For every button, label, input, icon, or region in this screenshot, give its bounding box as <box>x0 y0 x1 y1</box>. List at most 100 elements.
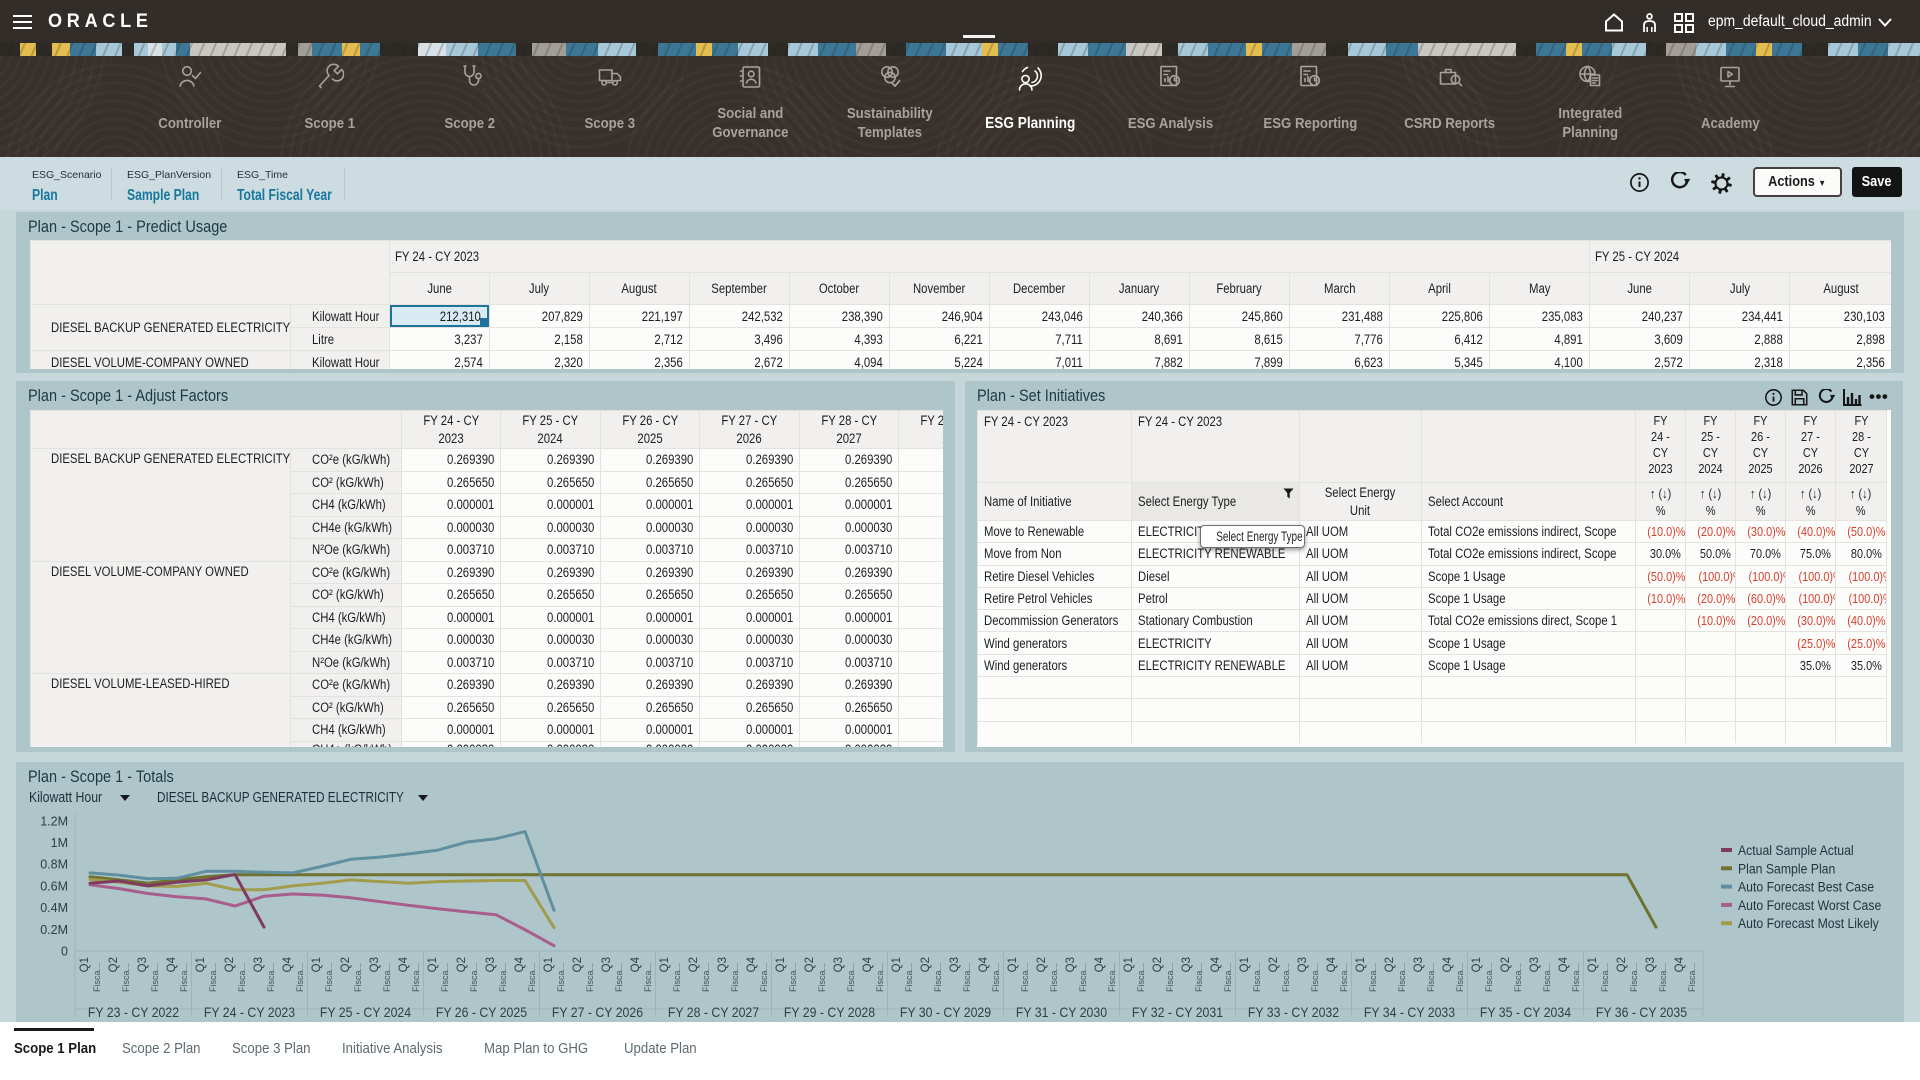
svg-text:0.6M: 0.6M <box>40 879 68 893</box>
svg-text:Fisca...: Fisca... <box>1571 963 1581 992</box>
svg-text:Fisca...: Fisca... <box>353 963 363 992</box>
svg-text:FY 29 - CY 2028: FY 29 - CY 2028 <box>784 1004 875 1020</box>
svg-text:Q4: Q4 <box>1210 956 1222 972</box>
svg-text:Auto Forecast Best Case: Auto Forecast Best Case <box>1738 879 1874 895</box>
svg-text:Fisca...: Fisca... <box>614 963 624 992</box>
svg-text:Fisca...: Fisca... <box>1629 963 1639 992</box>
svg-text:Fisca...: Fisca... <box>759 963 769 992</box>
svg-text:Q2: Q2 <box>108 957 120 972</box>
svg-text:Q4: Q4 <box>1558 956 1570 972</box>
svg-text:Q1: Q1 <box>1123 957 1135 972</box>
svg-text:FY 35 - CY 2034: FY 35 - CY 2034 <box>1480 1004 1571 1020</box>
svg-text:Q3: Q3 <box>1297 957 1309 972</box>
svg-text:Q4: Q4 <box>1674 956 1686 972</box>
svg-text:Q4: Q4 <box>1442 956 1454 972</box>
svg-text:FY 23 - CY 2022: FY 23 - CY 2022 <box>88 1004 179 1020</box>
svg-text:Fisca...: Fisca... <box>1484 963 1494 992</box>
svg-text:Q3: Q3 <box>717 957 729 972</box>
svg-text:Fisca...: Fisca... <box>730 963 740 992</box>
svg-text:FY 36 - CY 2035: FY 36 - CY 2035 <box>1596 1004 1687 1020</box>
svg-text:Fisca...: Fisca... <box>933 963 943 992</box>
svg-text:Fisca...: Fisca... <box>1107 963 1117 992</box>
svg-text:Q3: Q3 <box>1413 957 1425 972</box>
svg-text:Q1: Q1 <box>79 957 91 972</box>
svg-text:FY 25 - CY 2024: FY 25 - CY 2024 <box>320 1004 411 1020</box>
svg-text:Q4: Q4 <box>1094 956 1106 972</box>
svg-text:Fisca...: Fisca... <box>1542 963 1552 992</box>
svg-text:Fisca...: Fisca... <box>1136 963 1146 992</box>
svg-text:FY 30 - CY 2029: FY 30 - CY 2029 <box>900 1004 991 1020</box>
svg-text:Q3: Q3 <box>1645 957 1657 972</box>
svg-text:Q3: Q3 <box>1181 957 1193 972</box>
svg-text:Fisca...: Fisca... <box>1658 963 1668 992</box>
svg-text:Fisca...: Fisca... <box>904 963 914 992</box>
svg-text:Fisca...: Fisca... <box>1020 963 1030 992</box>
svg-text:Fisca...: Fisca... <box>324 963 334 992</box>
svg-text:Fisca...: Fisca... <box>1165 963 1175 992</box>
svg-text:Q3: Q3 <box>1529 957 1541 972</box>
svg-text:0: 0 <box>61 945 68 959</box>
svg-text:Fisca...: Fisca... <box>150 963 160 992</box>
svg-text:Q4: Q4 <box>282 956 294 972</box>
svg-text:FY 27 - CY 2026: FY 27 - CY 2026 <box>552 1004 643 1020</box>
svg-text:Fisca...: Fisca... <box>295 963 305 992</box>
svg-text:0.2M: 0.2M <box>40 923 68 937</box>
svg-text:Fisca...: Fisca... <box>237 963 247 992</box>
svg-text:Fisca...: Fisca... <box>701 963 711 992</box>
svg-text:Q2: Q2 <box>1268 957 1280 972</box>
svg-text:FY 26 - CY 2025: FY 26 - CY 2025 <box>436 1004 527 1020</box>
svg-text:Q4: Q4 <box>514 956 526 972</box>
svg-text:0.8M: 0.8M <box>40 858 68 872</box>
svg-text:Q3: Q3 <box>833 957 845 972</box>
svg-text:Fisca...: Fisca... <box>672 963 682 992</box>
svg-text:Fisca...: Fisca... <box>1223 963 1233 992</box>
svg-text:Q3: Q3 <box>369 957 381 972</box>
svg-text:FY 28 - CY 2027: FY 28 - CY 2027 <box>668 1004 759 1020</box>
svg-text:Fisca...: Fisca... <box>817 963 827 992</box>
svg-text:Fisca...: Fisca... <box>1252 963 1262 992</box>
svg-text:Q2: Q2 <box>920 957 932 972</box>
svg-text:Q2: Q2 <box>340 957 352 972</box>
svg-text:Fisca...: Fisca... <box>643 963 653 992</box>
svg-text:FY 24 - CY 2023: FY 24 - CY 2023 <box>204 1004 295 1020</box>
svg-text:Q2: Q2 <box>1384 957 1396 972</box>
svg-text:Q3: Q3 <box>253 957 265 972</box>
svg-text:1.2M: 1.2M <box>40 814 68 828</box>
svg-text:Q1: Q1 <box>891 957 903 972</box>
svg-text:FY 32 - CY 2031: FY 32 - CY 2031 <box>1132 1004 1223 1020</box>
svg-text:Fisca...: Fisca... <box>440 963 450 992</box>
svg-text:FY 34 - CY 2033: FY 34 - CY 2033 <box>1364 1004 1455 1020</box>
svg-text:Fisca...: Fisca... <box>788 963 798 992</box>
svg-text:Fisca...: Fisca... <box>962 963 972 992</box>
svg-text:Fisca...: Fisca... <box>266 963 276 992</box>
svg-text:Q4: Q4 <box>1326 956 1338 972</box>
svg-text:Q1: Q1 <box>543 957 555 972</box>
svg-text:Fisca...: Fisca... <box>498 963 508 992</box>
svg-text:Q4: Q4 <box>862 956 874 972</box>
svg-text:FY 33 - CY 2032: FY 33 - CY 2032 <box>1248 1004 1339 1020</box>
svg-text:Plan Sample Plan: Plan Sample Plan <box>1738 861 1835 877</box>
svg-text:Fisca...: Fisca... <box>556 963 566 992</box>
svg-text:Fisca...: Fisca... <box>208 963 218 992</box>
svg-text:Fisca...: Fisca... <box>1513 963 1523 992</box>
svg-text:Fisca...: Fisca... <box>1426 963 1436 992</box>
svg-text:Fisca...: Fisca... <box>1368 963 1378 992</box>
svg-text:Fisca...: Fisca... <box>92 963 102 992</box>
svg-text:Q2: Q2 <box>1500 957 1512 972</box>
svg-text:Fisca...: Fisca... <box>527 963 537 992</box>
svg-text:Fisca...: Fisca... <box>1687 963 1697 992</box>
svg-text:Q1: Q1 <box>427 957 439 972</box>
svg-text:Fisca...: Fisca... <box>1600 963 1610 992</box>
svg-text:Q2: Q2 <box>804 957 816 972</box>
svg-text:Q2: Q2 <box>456 957 468 972</box>
svg-text:Q3: Q3 <box>601 957 613 972</box>
svg-text:1M: 1M <box>51 836 68 850</box>
svg-text:Q3: Q3 <box>1065 957 1077 972</box>
svg-text:Fisca...: Fisca... <box>121 963 131 992</box>
svg-text:Q1: Q1 <box>1239 957 1251 972</box>
svg-text:Q1: Q1 <box>195 957 207 972</box>
svg-text:Auto Forecast Worst Case: Auto Forecast Worst Case <box>1738 897 1881 913</box>
svg-text:Q2: Q2 <box>224 957 236 972</box>
svg-text:Q2: Q2 <box>1152 957 1164 972</box>
svg-text:Fisca...: Fisca... <box>846 963 856 992</box>
